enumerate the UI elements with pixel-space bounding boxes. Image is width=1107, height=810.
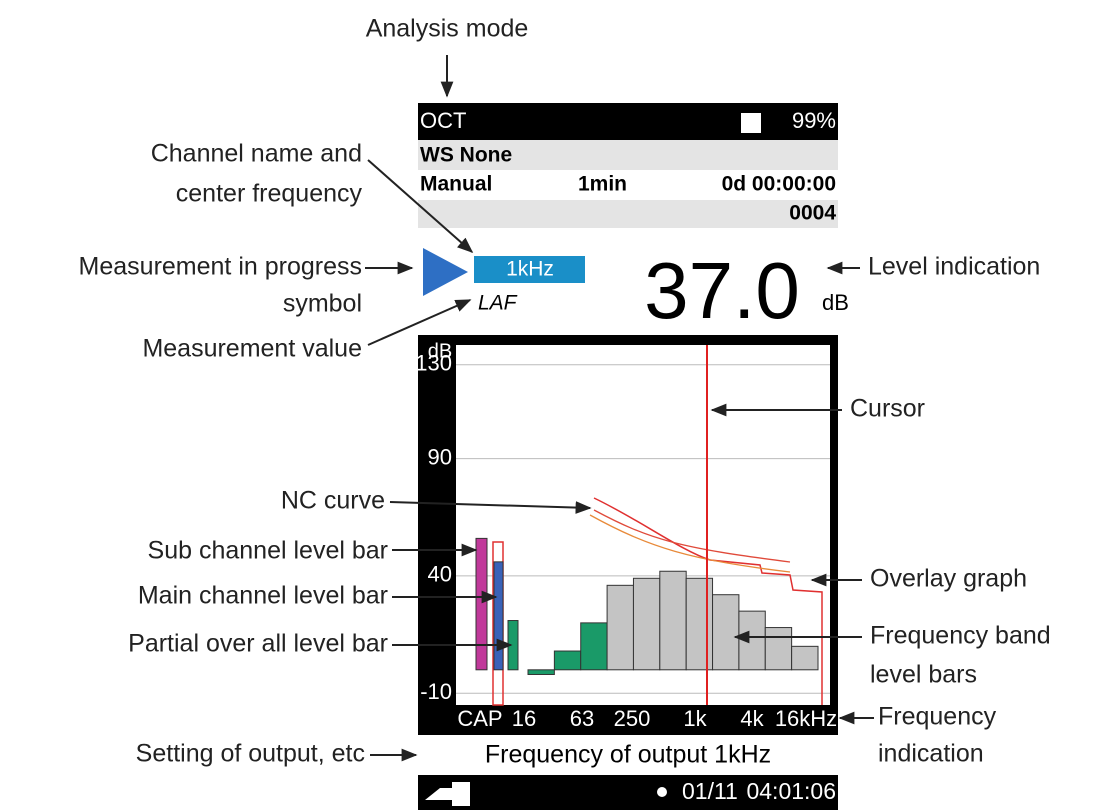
label: Sub channel level bar (148, 537, 388, 565)
level: 37.0 (644, 246, 800, 335)
time: 04:01:06 (746, 778, 836, 804)
power-icon (425, 782, 470, 806)
freq-label: 16kHz (775, 706, 837, 731)
measure: LAF (478, 292, 518, 315)
bar (580, 622, 608, 671)
bar (475, 537, 488, 671)
bar (632, 577, 661, 671)
label: Analysis mode (366, 15, 529, 43)
output-row (418, 735, 838, 775)
arrow (367, 299, 472, 346)
arrow (389, 501, 592, 514)
bar (659, 570, 687, 671)
y-tick-label: 130 (415, 351, 452, 376)
nc-curve (593, 509, 791, 563)
bar (527, 669, 555, 675)
freq-label: 4k (740, 706, 764, 731)
label: Measurement in progress (79, 253, 362, 281)
file-number: 0004 (789, 202, 836, 225)
sd-icon (741, 113, 761, 133)
label: Level indication (868, 253, 1040, 281)
bar (764, 627, 793, 671)
progress-symbol (423, 248, 468, 296)
y-tick-label: 90 (428, 444, 452, 469)
output: Frequency of output 1kHz (485, 741, 771, 769)
graph-unit: dB (428, 340, 452, 362)
label: Cursor (850, 395, 925, 423)
mode: OCT (420, 108, 466, 133)
label: Measurement value (142, 335, 362, 363)
bar (712, 594, 740, 671)
elapsed: 0d 00:00:00 (722, 173, 836, 196)
row (418, 140, 838, 170)
date: 01/11 (682, 778, 738, 804)
label: Frequency band (870, 622, 1051, 650)
freq-label: 250 (614, 706, 651, 731)
row (418, 200, 838, 228)
label: Channel name and (151, 140, 362, 168)
bar (738, 610, 766, 671)
overlay-graph (593, 497, 823, 705)
timer-mode: Manual (420, 173, 492, 196)
nc-curve (589, 514, 791, 573)
label: center frequency (176, 180, 363, 208)
bar (493, 561, 504, 671)
bar (553, 650, 582, 671)
channel: 1kHz (506, 258, 554, 281)
label: level bars (870, 661, 977, 689)
interval: 1min (578, 173, 627, 196)
battery: 99% (792, 108, 836, 133)
freq-label: 63 (570, 706, 594, 731)
bottom-bar (418, 775, 838, 810)
label: symbol (283, 290, 362, 318)
label: Partial over all level bar (128, 630, 388, 658)
status-bar (418, 103, 838, 140)
weighting: WS None (420, 144, 512, 167)
bar (606, 584, 634, 671)
label: Main channel level bar (138, 582, 388, 610)
label: NC curve (281, 487, 385, 515)
channel-box (474, 256, 585, 283)
freq-label: CAP (457, 706, 502, 731)
freq-label: 16 (512, 706, 536, 731)
bar (685, 577, 714, 671)
label: Frequency (878, 703, 997, 731)
light-icon (657, 787, 667, 797)
level-unit: dB (822, 290, 849, 315)
y-tick-label: -10 (420, 679, 452, 704)
freq-label: 1k (683, 706, 707, 731)
label: Setting of output, etc (136, 740, 365, 768)
arrow (367, 159, 474, 254)
label: Overlay graph (870, 565, 1027, 593)
y-tick-label: 40 (428, 562, 452, 587)
label: indication (878, 740, 984, 768)
bar (791, 645, 819, 671)
